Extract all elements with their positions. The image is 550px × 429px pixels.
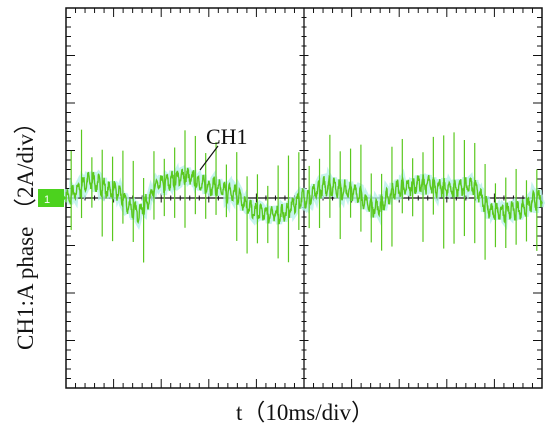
grid-ticks [66, 8, 542, 388]
ch1-trace-line [65, 167, 543, 225]
ch1-trace [63, 129, 545, 263]
y-axis-label: CH1:A phase （2A/div） [13, 111, 38, 350]
ch1-annotation: CH1 [206, 124, 248, 149]
x-axis-label: t（10ms/div） [236, 400, 374, 425]
ch1-annotation-leader [199, 145, 219, 171]
channel-1-marker: 1 [38, 189, 66, 207]
channel-1-marker-label: 1 [44, 194, 50, 206]
